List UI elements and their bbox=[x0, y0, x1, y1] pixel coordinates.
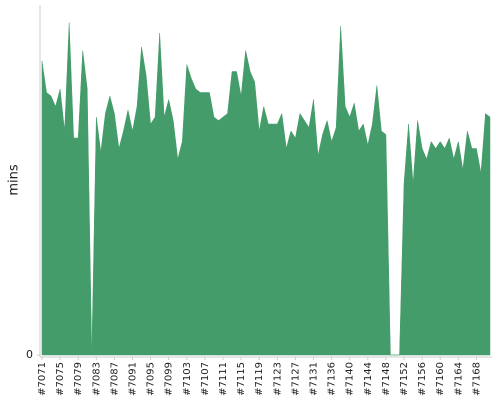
x-tick-label: #7152 bbox=[399, 362, 410, 396]
y-tick-label: 0 bbox=[26, 348, 33, 361]
x-tick-label: #7075 bbox=[55, 362, 66, 396]
x-tick-label: #7168 bbox=[471, 362, 482, 396]
x-tick-label: #7079 bbox=[73, 362, 84, 396]
x-tick-label: #7160 bbox=[435, 362, 446, 396]
x-tick-label: #7111 bbox=[218, 362, 229, 396]
x-tick-label: #7091 bbox=[128, 362, 139, 396]
x-tick-label: #7148 bbox=[381, 362, 392, 396]
x-tick-label: #7127 bbox=[290, 362, 301, 396]
x-tick-label: #7123 bbox=[272, 362, 283, 396]
y-axis-label: mins bbox=[7, 164, 22, 196]
area bbox=[41, 22, 491, 356]
x-tick-label: #7131 bbox=[309, 362, 320, 396]
x-tick-label: #7144 bbox=[363, 362, 374, 396]
x-tick-label: #7164 bbox=[453, 362, 464, 396]
x-tick-label: #7156 bbox=[417, 362, 428, 396]
x-tick-label: #7099 bbox=[164, 362, 175, 396]
x-tick-label: #7083 bbox=[91, 362, 102, 396]
x-tick-label: #7115 bbox=[236, 362, 247, 396]
x-tick-label: #7095 bbox=[146, 362, 157, 396]
x-tick-label: #7107 bbox=[200, 362, 211, 396]
x-tick-label: #7087 bbox=[109, 362, 120, 396]
x-tick-label: #7140 bbox=[345, 362, 356, 396]
x-tick-label: #7136 bbox=[327, 362, 338, 396]
x-tick-label: #7071 bbox=[37, 362, 48, 396]
x-tick-label: #7119 bbox=[254, 362, 265, 396]
x-tick-label: #7103 bbox=[182, 362, 193, 396]
